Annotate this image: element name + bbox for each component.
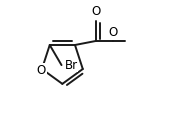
Text: O: O [92,5,101,18]
Text: O: O [37,64,46,77]
Text: Br: Br [65,59,78,72]
Text: O: O [108,26,118,39]
